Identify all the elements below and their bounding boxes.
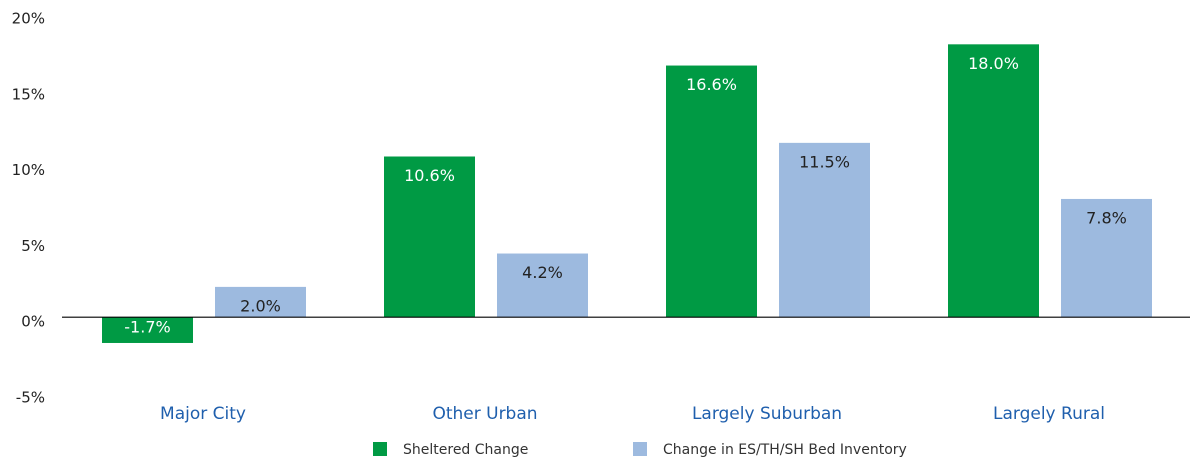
x-tick-label: Other Urban — [432, 404, 537, 424]
bar — [497, 253, 588, 318]
value-label: 16.6% — [686, 75, 737, 94]
bar — [102, 317, 193, 343]
y-tick-label: 5% — [21, 237, 45, 255]
y-tick-label: 10% — [12, 161, 45, 179]
legend-label: Sheltered Change — [403, 442, 528, 458]
legend-swatch — [373, 442, 387, 456]
legend-label: Change in ES/TH/SH Bed Inventory — [663, 442, 907, 458]
legend-swatch — [633, 442, 647, 456]
value-label: -1.7% — [124, 318, 170, 337]
value-label: 2.0% — [240, 296, 281, 315]
x-tick-label: Major City — [160, 404, 246, 424]
x-tick-label: Largely Rural — [993, 404, 1105, 424]
value-label: 18.0% — [968, 54, 1019, 73]
bar — [1061, 198, 1152, 318]
value-label: 10.6% — [404, 166, 455, 185]
y-tick-label: 0% — [21, 313, 45, 331]
bar — [384, 156, 475, 318]
value-label: 7.8% — [1086, 208, 1127, 227]
bar — [948, 44, 1039, 318]
y-tick-label: -5% — [16, 389, 45, 407]
y-tick-label: 20% — [12, 10, 45, 28]
bar — [666, 65, 757, 318]
bar — [215, 286, 306, 318]
y-tick-label: 15% — [12, 85, 45, 103]
value-label: 4.2% — [522, 263, 563, 282]
bar — [779, 142, 870, 318]
x-tick-label: Largely Suburban — [692, 404, 842, 424]
value-label: 11.5% — [799, 152, 850, 171]
